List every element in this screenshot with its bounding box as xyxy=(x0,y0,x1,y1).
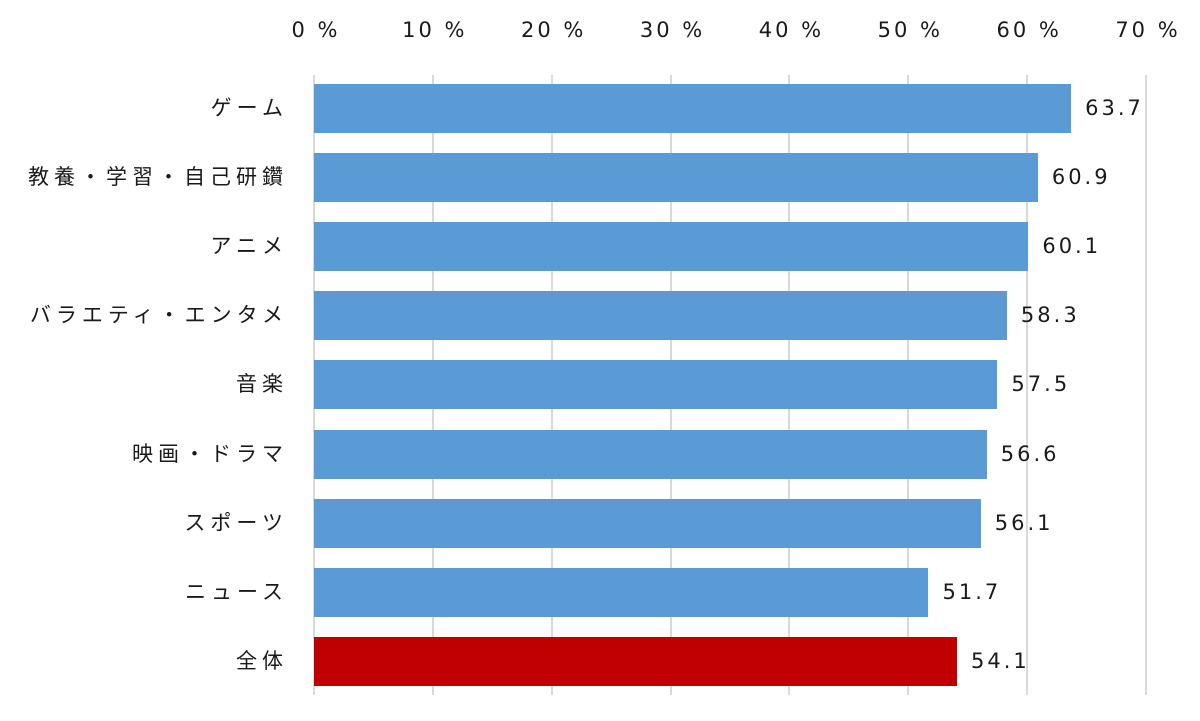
category-label: アニメ xyxy=(210,234,288,258)
bar xyxy=(314,291,1007,340)
category-label: 教養・学習・自己研鑽 xyxy=(28,165,288,189)
gridline xyxy=(1026,75,1029,695)
value-label: 63.7 xyxy=(1085,96,1144,120)
value-label: 60.1 xyxy=(1042,234,1102,258)
bar xyxy=(314,499,981,548)
bar xyxy=(314,568,929,617)
value-label: 56.6 xyxy=(1000,442,1060,466)
bar xyxy=(314,153,1038,202)
x-tick-label: 30 % xyxy=(639,18,706,42)
value-label: 54.1 xyxy=(971,649,1030,673)
x-tick-label: 10 % xyxy=(402,18,468,42)
value-label: 51.7 xyxy=(942,580,1002,604)
bar xyxy=(314,430,987,479)
gridline xyxy=(1145,75,1147,695)
value-label: 58.3 xyxy=(1020,303,1080,327)
x-tick-label: 40 % xyxy=(758,18,825,42)
x-tick-label: 50 % xyxy=(877,18,943,42)
x-tick-label: 70 % xyxy=(1115,18,1181,42)
x-tick-label: 60 % xyxy=(996,18,1062,42)
bar xyxy=(314,84,1072,133)
category-label: 音楽 xyxy=(236,372,288,396)
category-label: 全体 xyxy=(236,649,288,673)
x-tick-label: 20 % xyxy=(521,18,587,42)
bar xyxy=(314,360,998,409)
category-label: 映画・ドラマ xyxy=(132,442,288,466)
x-tick-label: 0 % xyxy=(291,18,341,42)
category-label: スポーツ xyxy=(184,511,288,535)
category-label: バラエティ・エンタメ xyxy=(29,303,288,327)
category-label: ゲーム xyxy=(210,96,288,120)
value-label: 56.1 xyxy=(994,511,1054,535)
bar xyxy=(314,637,958,686)
value-label: 60.9 xyxy=(1051,165,1111,189)
value-label: 57.5 xyxy=(1011,372,1071,396)
bar xyxy=(314,222,1029,271)
category-label: ニュース xyxy=(185,580,288,604)
